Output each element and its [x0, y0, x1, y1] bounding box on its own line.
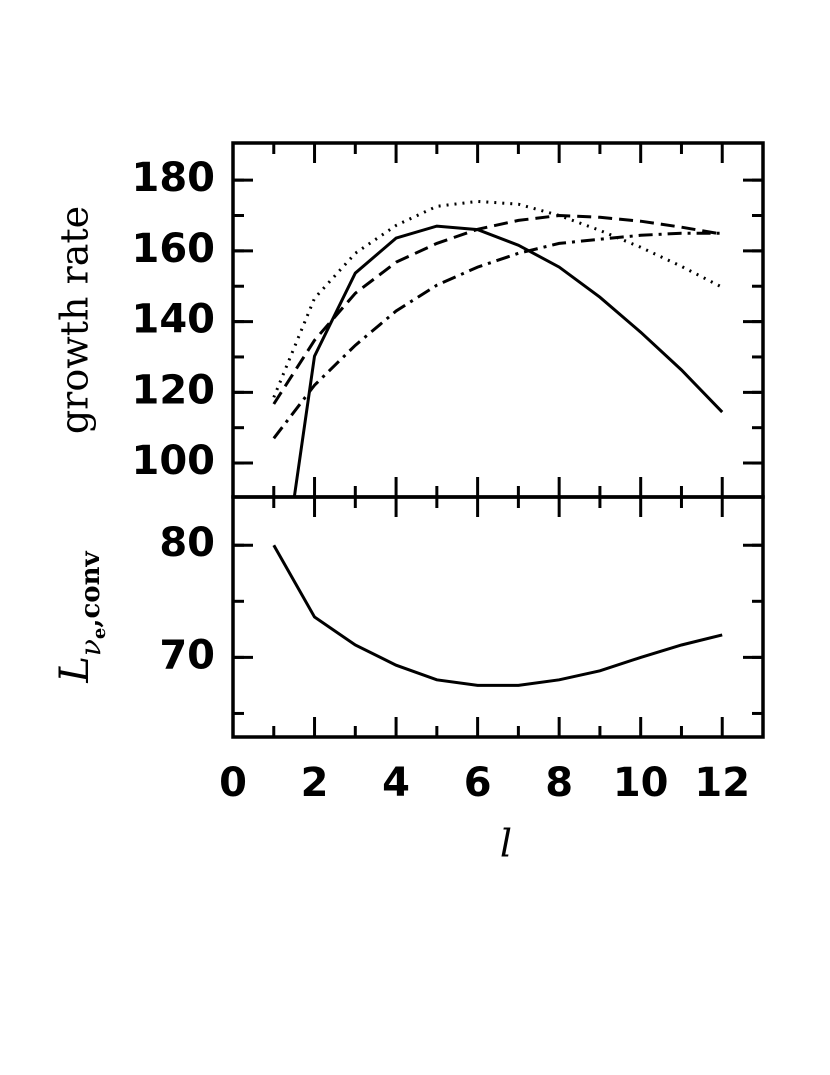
- series-line: [272, 213, 723, 405]
- y-axis-label: growth rate: [53, 206, 97, 434]
- y-axis-label-part: L: [52, 656, 98, 684]
- y-axis-label: Lνe,conv: [52, 550, 110, 683]
- y-tick-label: 120: [132, 367, 216, 413]
- x-tick-label: 6: [464, 760, 492, 806]
- y-tick-label: 160: [132, 226, 216, 272]
- y-tick-label: 180: [132, 155, 216, 201]
- y-tick-label: 70: [159, 632, 215, 678]
- plot-frame: [231, 141, 765, 499]
- series-line: [292, 224, 724, 497]
- series-line: [272, 544, 723, 687]
- x-axis-label: l: [500, 822, 512, 866]
- y-tick-label: 140: [132, 297, 216, 343]
- plot-area: [272, 544, 723, 687]
- y-axis-label-part: ,conv: [76, 550, 106, 627]
- x-tick-label: 4: [382, 760, 410, 806]
- series-line: [272, 231, 723, 440]
- plot-frame: [231, 495, 765, 739]
- x-tick-label: 0: [219, 760, 247, 806]
- y-tick-label: 80: [159, 520, 215, 566]
- y-tick-label: 100: [132, 438, 216, 484]
- x-tick-label: 10: [613, 760, 669, 806]
- x-tick-label: 12: [694, 760, 750, 806]
- x-tick-label: 2: [301, 760, 329, 806]
- plot-area: [272, 199, 724, 497]
- series-line: [272, 199, 723, 398]
- y-axis-label-part: ν: [74, 639, 107, 656]
- x-tick-label: 8: [545, 760, 573, 806]
- y-axis-label-part: e: [89, 628, 110, 639]
